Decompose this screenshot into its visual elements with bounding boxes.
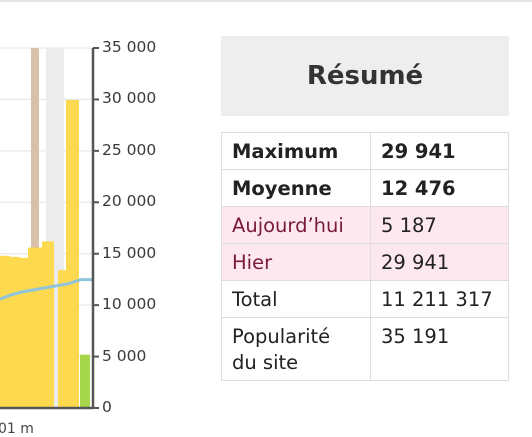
summary-panel: Résumé Maximum 29 941 Moyenne 12 476 Auj… <box>221 36 509 381</box>
summary-value: 12 476 <box>370 169 509 207</box>
summary-label: Aujourd’hui <box>221 206 371 244</box>
summary-label: Maximum <box>221 132 371 170</box>
summary-row-yesterday: Hier 29 941 <box>221 243 509 281</box>
y-axis-tick-label: 35 000 <box>102 38 157 56</box>
pageviews-chart: 35 000 30 000 25 000 20 000 15 000 10 000 5 00… <box>0 0 200 437</box>
summary-row-today: Aujourd’hui 5 187 <box>221 206 509 244</box>
y-axis-tick-label: 0 <box>102 398 112 416</box>
background-bar <box>31 48 39 408</box>
y-axis-tick-label: 20 000 <box>102 192 157 211</box>
summary-label: Moyenne <box>221 169 371 207</box>
summary-row-total: Total 11 211 317 <box>221 280 509 318</box>
data-bar <box>66 100 79 408</box>
summary-label: Hier <box>221 243 371 281</box>
summary-value: 35 191 <box>370 317 509 381</box>
summary-row-maximum: Maximum 29 941 <box>221 132 509 170</box>
y-axis-tick-label: 10 000 <box>102 295 157 314</box>
data-bar <box>0 255 10 408</box>
data-bar <box>18 257 30 408</box>
y-axis-tick-label: 15 000 <box>102 243 157 262</box>
top-divider <box>0 0 532 2</box>
x-axis-label: 01 m <box>0 421 34 437</box>
y-axis-tick-label: 25 000 <box>102 140 157 159</box>
summary-label: Popularité du site <box>221 317 371 381</box>
summary-value: 29 941 <box>370 243 509 281</box>
summary-header: Résumé <box>221 36 509 116</box>
summary-title: Résumé <box>306 61 424 91</box>
summary-row-average: Moyenne 12 476 <box>221 169 509 207</box>
summary-row-popularity: Popularité du site 35 191 <box>221 317 509 381</box>
summary-table: Maximum 29 941 Moyenne 12 476 Aujourd’hu… <box>221 132 509 381</box>
data-bar <box>80 354 90 408</box>
y-axis-tick-label: 5 000 <box>102 346 147 365</box>
chart-canvas <box>0 47 99 410</box>
summary-value: 5 187 <box>370 206 509 244</box>
average-trend-line <box>0 278 92 301</box>
data-bar <box>28 247 52 408</box>
summary-value: 29 941 <box>370 132 509 170</box>
summary-value: 11 211 317 <box>370 280 509 318</box>
summary-label: Total <box>221 280 371 318</box>
y-axis-tick-label: 30 000 <box>102 89 157 108</box>
